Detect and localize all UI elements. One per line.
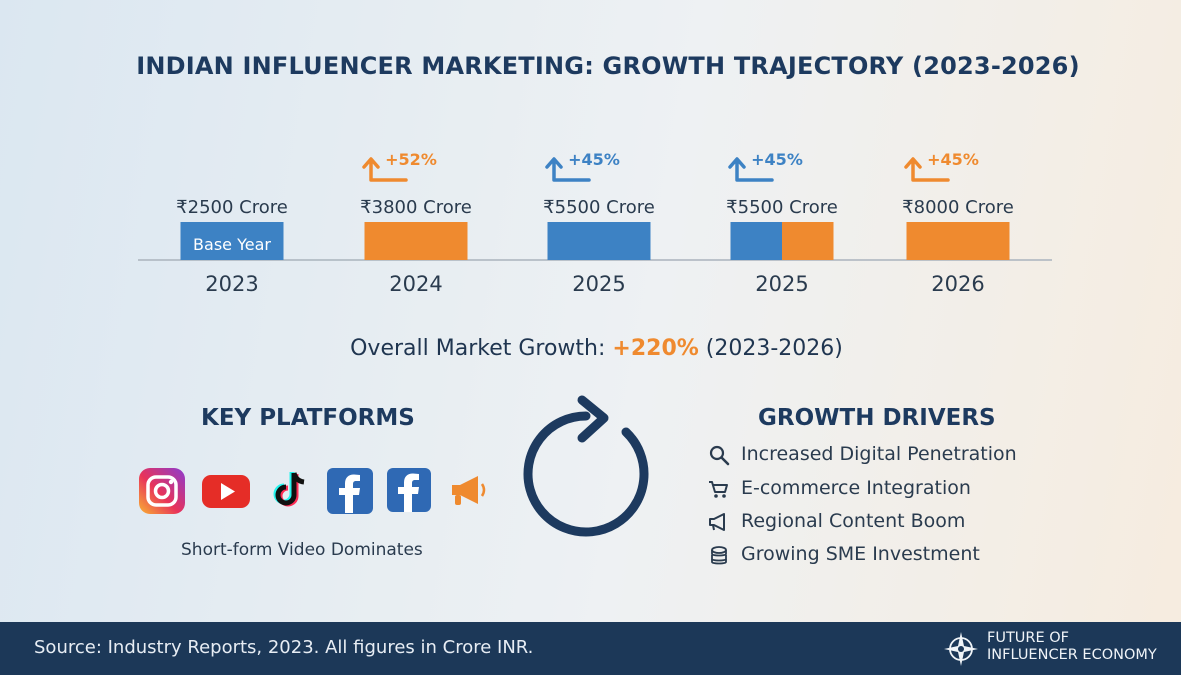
driver-label: Regional Content Boom (741, 510, 966, 532)
growth-arrow-icon (362, 157, 408, 182)
bar (180, 222, 284, 260)
driver-label: E-commerce Integration (741, 477, 971, 499)
footer-bar: Source: Industry Reports, 2023. All figu… (0, 622, 1181, 675)
bar (547, 222, 651, 260)
source-note: Source: Industry Reports, 2023. All figu… (34, 637, 534, 658)
overall-growth-line: Overall Market Growth: +220% (2023-2026) (0, 336, 1181, 361)
brand-text: FUTURE OF INFLUENCER ECONOMY (987, 630, 1157, 664)
refresh-cycle-icon (523, 395, 649, 537)
growth-label: +45% (751, 150, 803, 169)
brand-line-2: INFLUENCER ECONOMY (987, 647, 1157, 663)
platforms-caption: Short-form Video Dominates (181, 540, 423, 560)
bar (730, 222, 782, 260)
megaphone-icon (709, 513, 725, 531)
growth-drivers-title: GROWTH DRIVERS (758, 405, 996, 431)
x-tick-label: 2026 (931, 272, 984, 296)
bar (782, 222, 834, 260)
overall-growth-value: +220% (612, 336, 699, 361)
magnifier-icon (709, 445, 730, 466)
overall-growth-prefix: Overall Market Growth: (350, 336, 613, 361)
growth-label: +52% (385, 150, 437, 169)
overall-growth-suffix: (2023-2026) (698, 336, 843, 361)
tiktok-icon (273, 472, 305, 507)
driver-label: Growing SME Investment (741, 543, 980, 565)
instagram-icon (139, 468, 185, 514)
growth-bar-chart: Base Year ₹2500 Crore 2023 ₹3800 Crore 2024 +… (138, 150, 1052, 296)
facebook-icon (387, 468, 431, 512)
bar (906, 222, 1010, 260)
growth-label: +45% (927, 150, 979, 169)
data-label: ₹2500 Crore (176, 197, 288, 218)
coins-icon (711, 546, 727, 565)
x-tick-label: 2025 (572, 272, 625, 296)
growth-arrow-icon (904, 157, 950, 182)
key-platforms-title: KEY PLATFORMS (201, 405, 415, 431)
cart-icon (709, 481, 728, 498)
page-title: INDIAN INFLUENCER MARKETING: GROWTH TRAJ… (136, 52, 1080, 80)
bar (364, 222, 468, 260)
driver-label: Increased Digital Penetration (741, 443, 1017, 465)
brand-line-1: FUTURE OF (987, 630, 1070, 646)
bar-inner-label: Base Year (193, 235, 271, 254)
facebook-icon (327, 468, 373, 514)
megaphone-icon (452, 476, 486, 505)
x-tick-label: 2025 (755, 272, 808, 296)
data-label: ₹8000 Crore (902, 197, 1014, 218)
growth-arrow-icon (728, 157, 774, 182)
growth-arrow-icon (545, 157, 591, 182)
data-label: ₹3800 Crore (360, 197, 472, 218)
data-label: ₹5500 Crore (726, 197, 838, 218)
x-tick-label: 2024 (389, 272, 442, 296)
data-label: ₹5500 Crore (543, 197, 655, 218)
x-tick-label: 2023 (205, 272, 258, 296)
youtube-icon (202, 475, 250, 508)
compass-logo-icon (944, 632, 978, 666)
growth-label: +45% (568, 150, 620, 169)
